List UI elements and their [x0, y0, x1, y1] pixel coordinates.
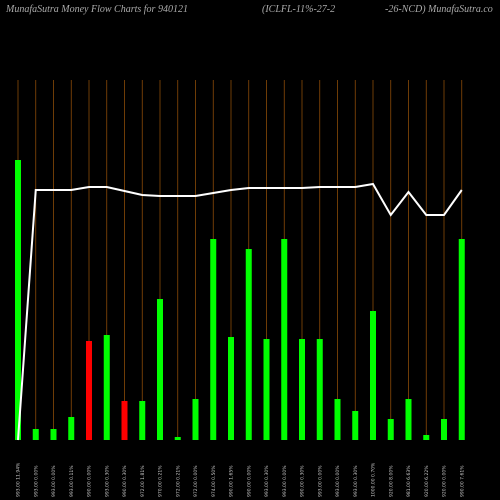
- x-tick-label: 993.00 0.00%: [51, 465, 57, 497]
- x-tick-label: 970.00 0.21%: [158, 465, 164, 497]
- x-tick-label: 990.00 7.61%: [459, 465, 465, 497]
- bar: [15, 160, 21, 440]
- chart-subtitle: (ICLFL-11%-27-2: [262, 4, 335, 15]
- bar: [121, 401, 128, 440]
- x-tick-label: 993.00 0.00%: [317, 465, 323, 497]
- bar: [370, 311, 376, 440]
- bar: [245, 249, 252, 440]
- bar: [387, 419, 394, 440]
- bar: [299, 339, 305, 440]
- bar: [334, 399, 341, 440]
- bar: [263, 339, 270, 440]
- bar: [192, 399, 199, 440]
- bar: [157, 299, 163, 440]
- x-tick-label: 993.00 11.94%: [16, 462, 22, 497]
- bar: [423, 435, 430, 440]
- x-tick-label: 972.00 0.00%: [193, 465, 199, 497]
- x-tick-label: 993.00 0.00%: [33, 465, 39, 497]
- x-tick-label: 920.00 8.00%: [388, 465, 394, 497]
- x-tick-label: 993.00 0.00%: [282, 465, 288, 497]
- x-tick-label: 993.00 0.11%: [69, 465, 75, 497]
- bar: [210, 239, 217, 440]
- x-tick-label: 920.00 0.00%: [442, 465, 448, 497]
- bar: [281, 239, 288, 440]
- chart-title: MunafaSutra Money Flow Charts for 940121: [5, 4, 188, 15]
- x-tick-label: 993.00 0.30%: [104, 465, 110, 497]
- bar: [32, 429, 39, 440]
- x-tick-label: 993.00 0.30%: [353, 465, 359, 497]
- x-tick-label: 1000.00 0.70%: [371, 462, 377, 497]
- bar: [458, 239, 465, 440]
- x-tick-label: 920.00 6.22%: [424, 465, 430, 497]
- bar: [441, 419, 447, 440]
- bar: [103, 335, 110, 440]
- bar: [405, 399, 412, 440]
- x-tick-label: 990.00 0.00%: [246, 465, 252, 497]
- bar: [50, 429, 57, 440]
- x-tick-label: 993.00 0.00%: [335, 465, 341, 497]
- x-tick-label: 972.00 0.21%: [175, 465, 181, 497]
- x-tick-label: 990.00 0.00%: [87, 465, 93, 497]
- bar: [68, 417, 75, 440]
- x-tick-label: 990.00 1.65%: [229, 465, 235, 497]
- x-tick-label: 990.00 0.30%: [300, 465, 306, 497]
- bar: [228, 337, 234, 440]
- x-tick-label: 974.00 0.50%: [211, 465, 217, 497]
- x-tick-label: 981.00 6.63%: [406, 465, 412, 497]
- line: [17, 182, 463, 441]
- chart-subtitle-right: -26-NCD) MunafaSutra.co: [385, 4, 493, 15]
- bar: [316, 339, 323, 440]
- x-tick-label: 993.00 0.30%: [264, 465, 270, 497]
- x-tick-label: 972.00 1.81%: [140, 465, 146, 497]
- bar: [139, 401, 146, 440]
- bar: [352, 411, 359, 440]
- bar: [86, 341, 92, 440]
- bar: [174, 437, 181, 440]
- x-tick-label: 990.00 0.30%: [122, 465, 128, 497]
